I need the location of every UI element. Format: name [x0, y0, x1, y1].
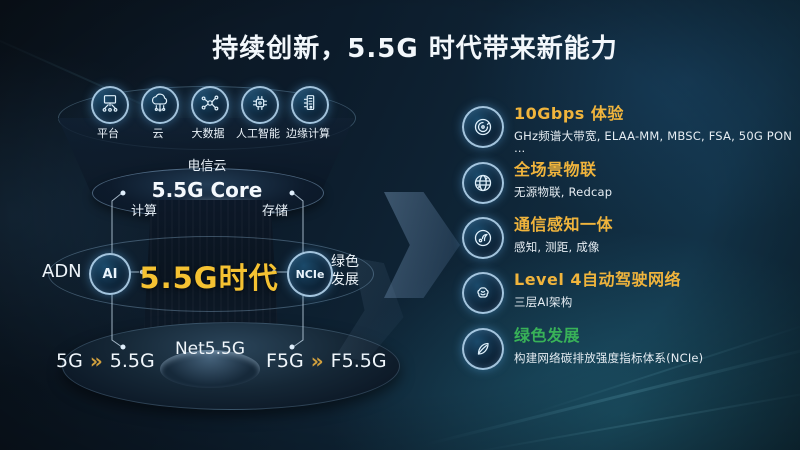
- cloud-icon: [149, 92, 171, 118]
- artificial-intelligence-badge: [241, 86, 279, 124]
- item-title: Level 4自动驾驶网络: [514, 270, 682, 289]
- ncie-badge-label: NCIe: [295, 267, 325, 281]
- adn-label: ADN: [42, 261, 82, 282]
- list-item: 通信感知一体 感知, 测距, 成像: [462, 215, 613, 259]
- list-item: 绿色发展 构建网络碳排放强度指标体系(NCIe): [462, 326, 703, 370]
- evolution-arrow-icon: »: [89, 349, 103, 373]
- item-subtitle: GHz频谱大带宽, ELAA-MM, MBSC, FSA, 50G PON ⋯: [514, 129, 792, 158]
- edge-computing-icon: [299, 92, 321, 118]
- green-development-line1: 绿色: [331, 254, 359, 270]
- era-label: 5.5G时代: [139, 261, 279, 295]
- item-title: 通信感知一体: [514, 215, 614, 234]
- ncie-badge: NCIe: [287, 251, 333, 297]
- f5g-evolution: F5G » F5.5G: [266, 350, 387, 372]
- ai-badge: AI: [89, 253, 131, 295]
- funnel-middle-ring: [48, 236, 374, 312]
- page-title: 持续创新，5.5G 时代带来新能力: [212, 34, 618, 64]
- evolution-from: 5G: [56, 350, 83, 372]
- green-development-line2: 发展: [331, 272, 359, 288]
- funnel-pedestal: [160, 350, 260, 388]
- list-item: Level 4自动驾驶网络 三层AI架构: [462, 270, 681, 314]
- capability-list: 10Gbps 体验 GHz频谱大带宽, ELAA-MM, MBSC, FSA, …: [462, 0, 797, 450]
- item-subtitle: 构建网络碳排放强度指标体系(NCIe): [514, 351, 704, 365]
- autonomous-network-brain-icon: [462, 272, 504, 314]
- evolution-arrow-icon: »: [310, 349, 324, 373]
- cloud-label: 云: [152, 127, 164, 140]
- item-title: 绿色发展: [514, 326, 581, 345]
- green-development-label: 绿色 发展: [331, 253, 359, 289]
- big-data-label: 大数据: [191, 127, 225, 140]
- list-item: 全场景物联 无源物联, Redcap: [462, 160, 612, 204]
- edge-computing-label: 边缘计算: [286, 127, 330, 140]
- artificial-intelligence-label: 人工智能: [236, 127, 280, 140]
- item-subtitle: 三层AI架构: [514, 295, 573, 309]
- item-title: 全场景物联: [514, 160, 597, 179]
- 5g-evolution: 5G » 5.5G: [56, 350, 155, 372]
- platform-label: 平台: [97, 127, 119, 140]
- core-label: 5.5G Core: [151, 178, 263, 202]
- evolution-to: F5.5G: [330, 350, 387, 372]
- speed-gauge-icon: [462, 106, 504, 148]
- item-title: 10Gbps 体验: [514, 104, 624, 123]
- sensing-radar-icon: [462, 217, 504, 259]
- big-data-badge: [191, 86, 229, 124]
- cloud-badge: [141, 86, 179, 124]
- evolution-to: 5.5G: [109, 350, 155, 372]
- artificial-intelligence-icon: [249, 92, 271, 118]
- net55g-label: Net5.5G: [174, 339, 246, 359]
- edge-computing-badge: [291, 86, 329, 124]
- big-data-icon: [199, 92, 221, 118]
- item-subtitle: 感知, 测距, 成像: [514, 240, 600, 254]
- ai-badge-label: AI: [102, 266, 118, 282]
- storage-label: 存储: [262, 204, 289, 219]
- bracket-lines: [111, 190, 304, 350]
- iot-globe-icon: [462, 162, 504, 204]
- platform-badge: [91, 86, 129, 124]
- evolution-from: F5G: [266, 350, 304, 372]
- compute-label: 计算: [131, 204, 158, 219]
- platform-icon: [99, 92, 121, 118]
- telecom-cloud-label: 电信云: [187, 159, 227, 174]
- list-item: 10Gbps 体验 GHz频谱大带宽, ELAA-MM, MBSC, FSA, …: [462, 104, 797, 158]
- green-leaf-icon: [462, 328, 504, 370]
- item-subtitle: 无源物联, Redcap: [514, 185, 613, 199]
